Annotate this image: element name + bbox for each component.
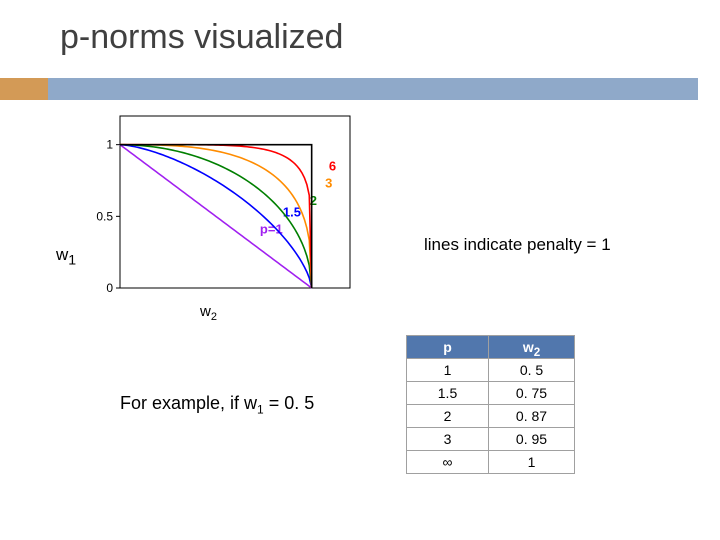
accent-orange [0, 78, 48, 100]
pnorm-chart: 00.51p=11.5236 [84, 112, 354, 302]
y-axis-label: w1 [56, 245, 76, 265]
slide: p-norms visualized 00.51p=11.5236 w1 w2 … [0, 0, 720, 540]
table-cell-p: 3 [407, 428, 489, 451]
table-row: 1.50. 75 [407, 382, 575, 405]
table-cell-w2: 1 [489, 451, 575, 474]
table-cell-p: 1 [407, 359, 489, 382]
table-row: 10. 5 [407, 359, 575, 382]
table-header-row: p w2 [407, 336, 575, 359]
slide-title: p-norms visualized [60, 18, 343, 57]
table-cell-w2: 0. 5 [489, 359, 575, 382]
accent-bar [0, 78, 720, 100]
svg-text:0.5: 0.5 [96, 209, 113, 223]
table-cell-p: 1.5 [407, 382, 489, 405]
svg-text:1: 1 [106, 138, 113, 152]
table-cell-p: ∞ [407, 451, 489, 474]
svg-text:0: 0 [106, 281, 113, 295]
svg-text:6: 6 [329, 158, 336, 173]
example-text: For example, if w1 = 0. 5 [120, 393, 314, 414]
accent-blue [48, 78, 698, 100]
chart-svg: 00.51p=11.5236 [84, 112, 354, 302]
table-cell-w2: 0. 75 [489, 382, 575, 405]
table-header-p: p [407, 336, 489, 359]
table-row: 20. 87 [407, 405, 575, 428]
x-axis-label: w2 [200, 303, 217, 320]
table-header-w2: w2 [489, 336, 575, 359]
table-cell-w2: 0. 87 [489, 405, 575, 428]
table-row: 30. 95 [407, 428, 575, 451]
table-cell-w2: 0. 95 [489, 428, 575, 451]
svg-text:2: 2 [310, 193, 317, 208]
table-cell-p: 2 [407, 405, 489, 428]
pnorm-table: p w2 10. 51.50. 7520. 8730. 95∞1 [406, 335, 575, 474]
penalty-caption: lines indicate penalty = 1 [424, 235, 611, 255]
table-row: ∞1 [407, 451, 575, 474]
svg-text:3: 3 [325, 176, 332, 191]
